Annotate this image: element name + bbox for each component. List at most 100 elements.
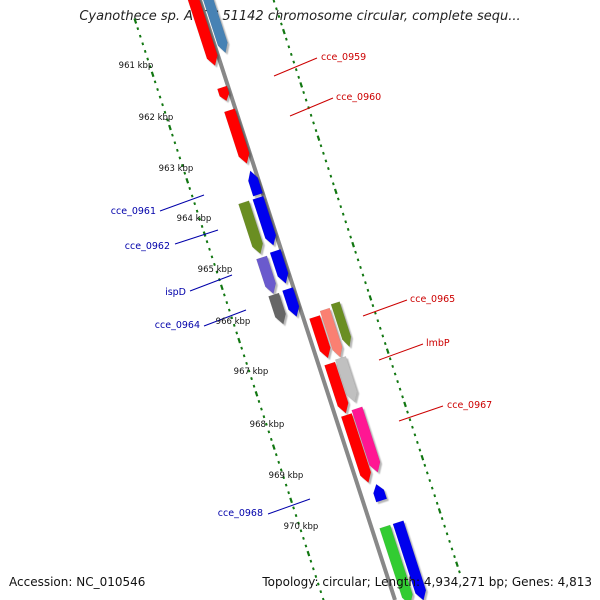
scale-left-tick — [183, 171, 187, 175]
accession-text: Accession: NC_010546 — [9, 575, 146, 589]
gene-label-forward: cce_0960 — [336, 92, 381, 103]
scale-right-tick — [312, 121, 315, 125]
leader-line — [159, 194, 205, 212]
gene-feature — [319, 307, 343, 358]
scale-left-tick — [319, 590, 323, 594]
scale-label: 969 kbp — [269, 471, 304, 481]
gene-feature — [373, 483, 388, 503]
gene-feature — [269, 248, 289, 284]
scale-right-tick — [418, 448, 422, 452]
scale-right-tick — [329, 174, 333, 178]
scale-left-tick — [260, 407, 263, 411]
scale-left-tick — [282, 475, 286, 480]
scale-right-tick — [440, 517, 444, 521]
gene-feature — [248, 170, 264, 197]
scale-left-tick — [237, 337, 242, 344]
scale-left-tick — [279, 468, 283, 472]
scale-left-tick — [314, 574, 318, 578]
gene-label-reverse: cce_0962 — [125, 241, 170, 252]
scale-right-tick — [381, 334, 385, 338]
scale-right-tick — [304, 98, 308, 102]
scale-left-tick — [254, 391, 259, 397]
scale-label: 962 kbp — [139, 113, 174, 123]
scale-left-tick — [240, 346, 244, 350]
scale-left-tick — [198, 217, 201, 221]
scale-right-tick — [368, 295, 373, 301]
scale-left-tick — [289, 497, 293, 504]
scale-left-tick — [265, 422, 268, 426]
gene-feature — [309, 315, 331, 359]
scale-right-tick — [289, 52, 293, 56]
scale-left-tick — [309, 559, 313, 563]
scale-right-tick — [361, 273, 365, 277]
scale-right-tick — [327, 167, 330, 171]
scale-left-tick — [292, 506, 295, 510]
scale-right-tick — [435, 501, 439, 505]
gene-label-reverse: ispD — [165, 287, 186, 298]
gene-features — [187, 0, 427, 600]
scale-right-tick — [450, 547, 454, 551]
scale-right-tick — [383, 342, 387, 346]
gene-feature — [202, 0, 228, 54]
scale-right-tick — [385, 348, 390, 354]
scale-left-tick — [312, 567, 315, 571]
scale-left-tick — [166, 118, 169, 122]
scale-left-tick — [316, 582, 320, 586]
scale-label: 964 kbp — [177, 214, 212, 224]
scale-left-tick — [321, 597, 325, 600]
scale-left-tick — [220, 284, 224, 291]
scale-right-tick — [371, 303, 375, 308]
scale-left-tick — [242, 354, 246, 358]
scale-left-tick — [193, 202, 197, 206]
scale-left-tick — [235, 331, 239, 335]
scale-right-tick — [336, 197, 340, 201]
scale-left-tick — [225, 300, 229, 305]
scale-right-tick — [416, 440, 419, 445]
gene-feature — [217, 85, 230, 102]
scale-right-tick — [356, 258, 360, 262]
scale-left-tick — [294, 514, 298, 518]
gene-feature — [330, 301, 352, 348]
scale-right-tick — [374, 311, 377, 315]
scale-left-tick — [173, 141, 177, 145]
scale-labels: 961 kbp 962 kbp 963 kbp 964 kbp 965 kbp 966 k… — [119, 61, 319, 532]
scale-right-tick — [364, 281, 367, 285]
scale-right-tick — [359, 265, 362, 270]
scale-left-tick — [143, 49, 147, 53]
scale-left-tick — [306, 550, 311, 557]
scale-left-tick — [274, 453, 278, 457]
scale-left-tick — [150, 71, 155, 78]
scale-label: 965 kbp — [198, 265, 233, 275]
scale-left-tick — [227, 308, 231, 312]
scale-right-tick — [396, 380, 399, 384]
scale-right-tick — [430, 486, 434, 490]
gene-feature — [334, 356, 358, 403]
scale-right-tick — [403, 401, 407, 408]
scale-left-tick — [188, 186, 192, 190]
scale-right-tick — [445, 532, 449, 536]
gene-label-forward: cce_0967 — [447, 400, 492, 411]
scale-right-tick — [349, 235, 352, 239]
scale-left-tick — [153, 80, 157, 84]
scale-right-tick — [401, 395, 404, 399]
scale-left-tick — [200, 224, 204, 228]
scale-right-tick — [344, 220, 348, 224]
leader-line — [378, 343, 424, 361]
scale-right-tick — [282, 28, 286, 35]
scale-right-tick — [398, 387, 402, 391]
scale-left-tick — [230, 316, 234, 320]
scale-label: 963 kbp — [159, 164, 194, 174]
scale-left-tick — [267, 430, 271, 434]
scale-right-tick — [448, 539, 451, 543]
scale-left-tick — [176, 148, 179, 152]
gene-feature — [252, 195, 277, 246]
scale-right-tick — [346, 227, 350, 231]
leader-line — [273, 57, 318, 77]
scale-left-tick — [136, 27, 140, 31]
gene-label-reverse: cce_0961 — [111, 206, 156, 217]
scale-left-tick — [180, 164, 184, 168]
scale-left-tick — [168, 124, 172, 131]
scale-left-tick — [277, 460, 281, 464]
scale-right-tick — [316, 135, 321, 141]
